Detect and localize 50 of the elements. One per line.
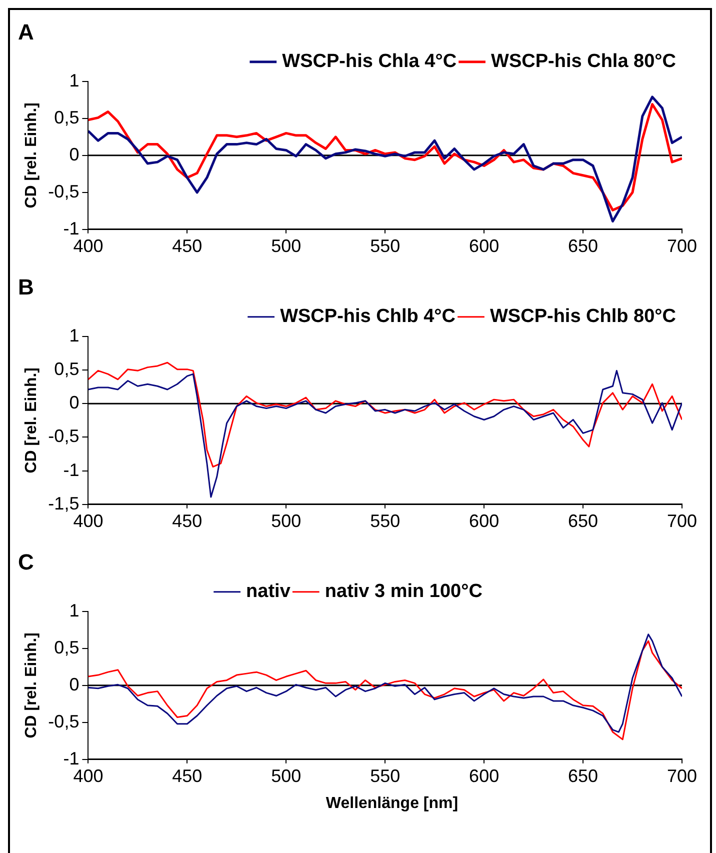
x-tick-label: 400	[73, 511, 104, 532]
y-tick-label: -1	[63, 460, 80, 480]
y-tick-label: -1	[63, 218, 80, 238]
y-tick-label: -1,5	[48, 493, 80, 514]
x-tick-label: 400	[73, 236, 104, 256]
x-tick-label: 550	[370, 766, 400, 786]
chart-title: B	[18, 274, 34, 300]
y-axis-title: CD [rel. Einh.]	[23, 632, 40, 738]
x-tick-label: 550	[370, 236, 400, 256]
x-tick-label: 450	[172, 766, 202, 786]
y-tick-label: 1	[69, 600, 80, 620]
x-tick-label: 550	[370, 511, 400, 532]
x-axis-title: Wellenlänge [nm]	[324, 795, 460, 813]
x-tick-label: 700	[666, 236, 698, 256]
y-tick-label: -1	[63, 748, 80, 768]
x-tick-label: 650	[568, 236, 598, 256]
x-tick-label: 500	[271, 511, 302, 532]
y-tick-label: 1	[69, 325, 80, 346]
legend-label: nativ 3 min 100°C	[324, 581, 483, 602]
legend-label: nativ	[246, 581, 291, 602]
x-tick-label: 700	[666, 766, 698, 786]
x-tick-label: 400	[73, 766, 104, 786]
y-axis-title: CD [rel. Einh.]	[23, 368, 40, 474]
x-tick-label: 500	[271, 236, 302, 256]
x-tick-label: 450	[172, 236, 202, 256]
legend-label: WSCP-his Chla 80°C	[491, 51, 676, 72]
chart-title: C	[18, 549, 34, 574]
y-tick-label: 0,5	[54, 358, 80, 379]
x-tick-label: 500	[271, 766, 302, 786]
y-tick-label: -0,5	[48, 181, 80, 202]
legend-label: WSCP-his Chlb 4°C	[280, 306, 456, 328]
x-tick-label: 600	[469, 511, 500, 532]
y-tick-label: 0,5	[54, 637, 80, 658]
legend-label: WSCP-his Chla 4°C	[282, 51, 457, 72]
legend-label: WSCP-his Chlb 80°C	[490, 306, 676, 328]
x-tick-label: 650	[568, 511, 598, 532]
chart-title: A	[18, 19, 34, 44]
y-tick-label: 0,5	[54, 107, 80, 128]
y-tick-label: 0	[69, 392, 80, 413]
x-tick-label: 450	[172, 511, 202, 532]
x-tick-label: 600	[469, 236, 500, 256]
y-tick-label: 0	[69, 674, 80, 694]
y-axis-title: CD [rel. Einh.]	[23, 102, 40, 208]
y-tick-label: 0	[69, 144, 80, 164]
x-tick-label: 700	[666, 511, 698, 532]
x-tick-label: 600	[469, 766, 500, 786]
y-tick-label: -0,5	[48, 426, 80, 446]
y-tick-label: -0,5	[48, 711, 80, 732]
x-tick-label: 650	[568, 766, 598, 786]
y-tick-label: 1	[69, 70, 80, 90]
